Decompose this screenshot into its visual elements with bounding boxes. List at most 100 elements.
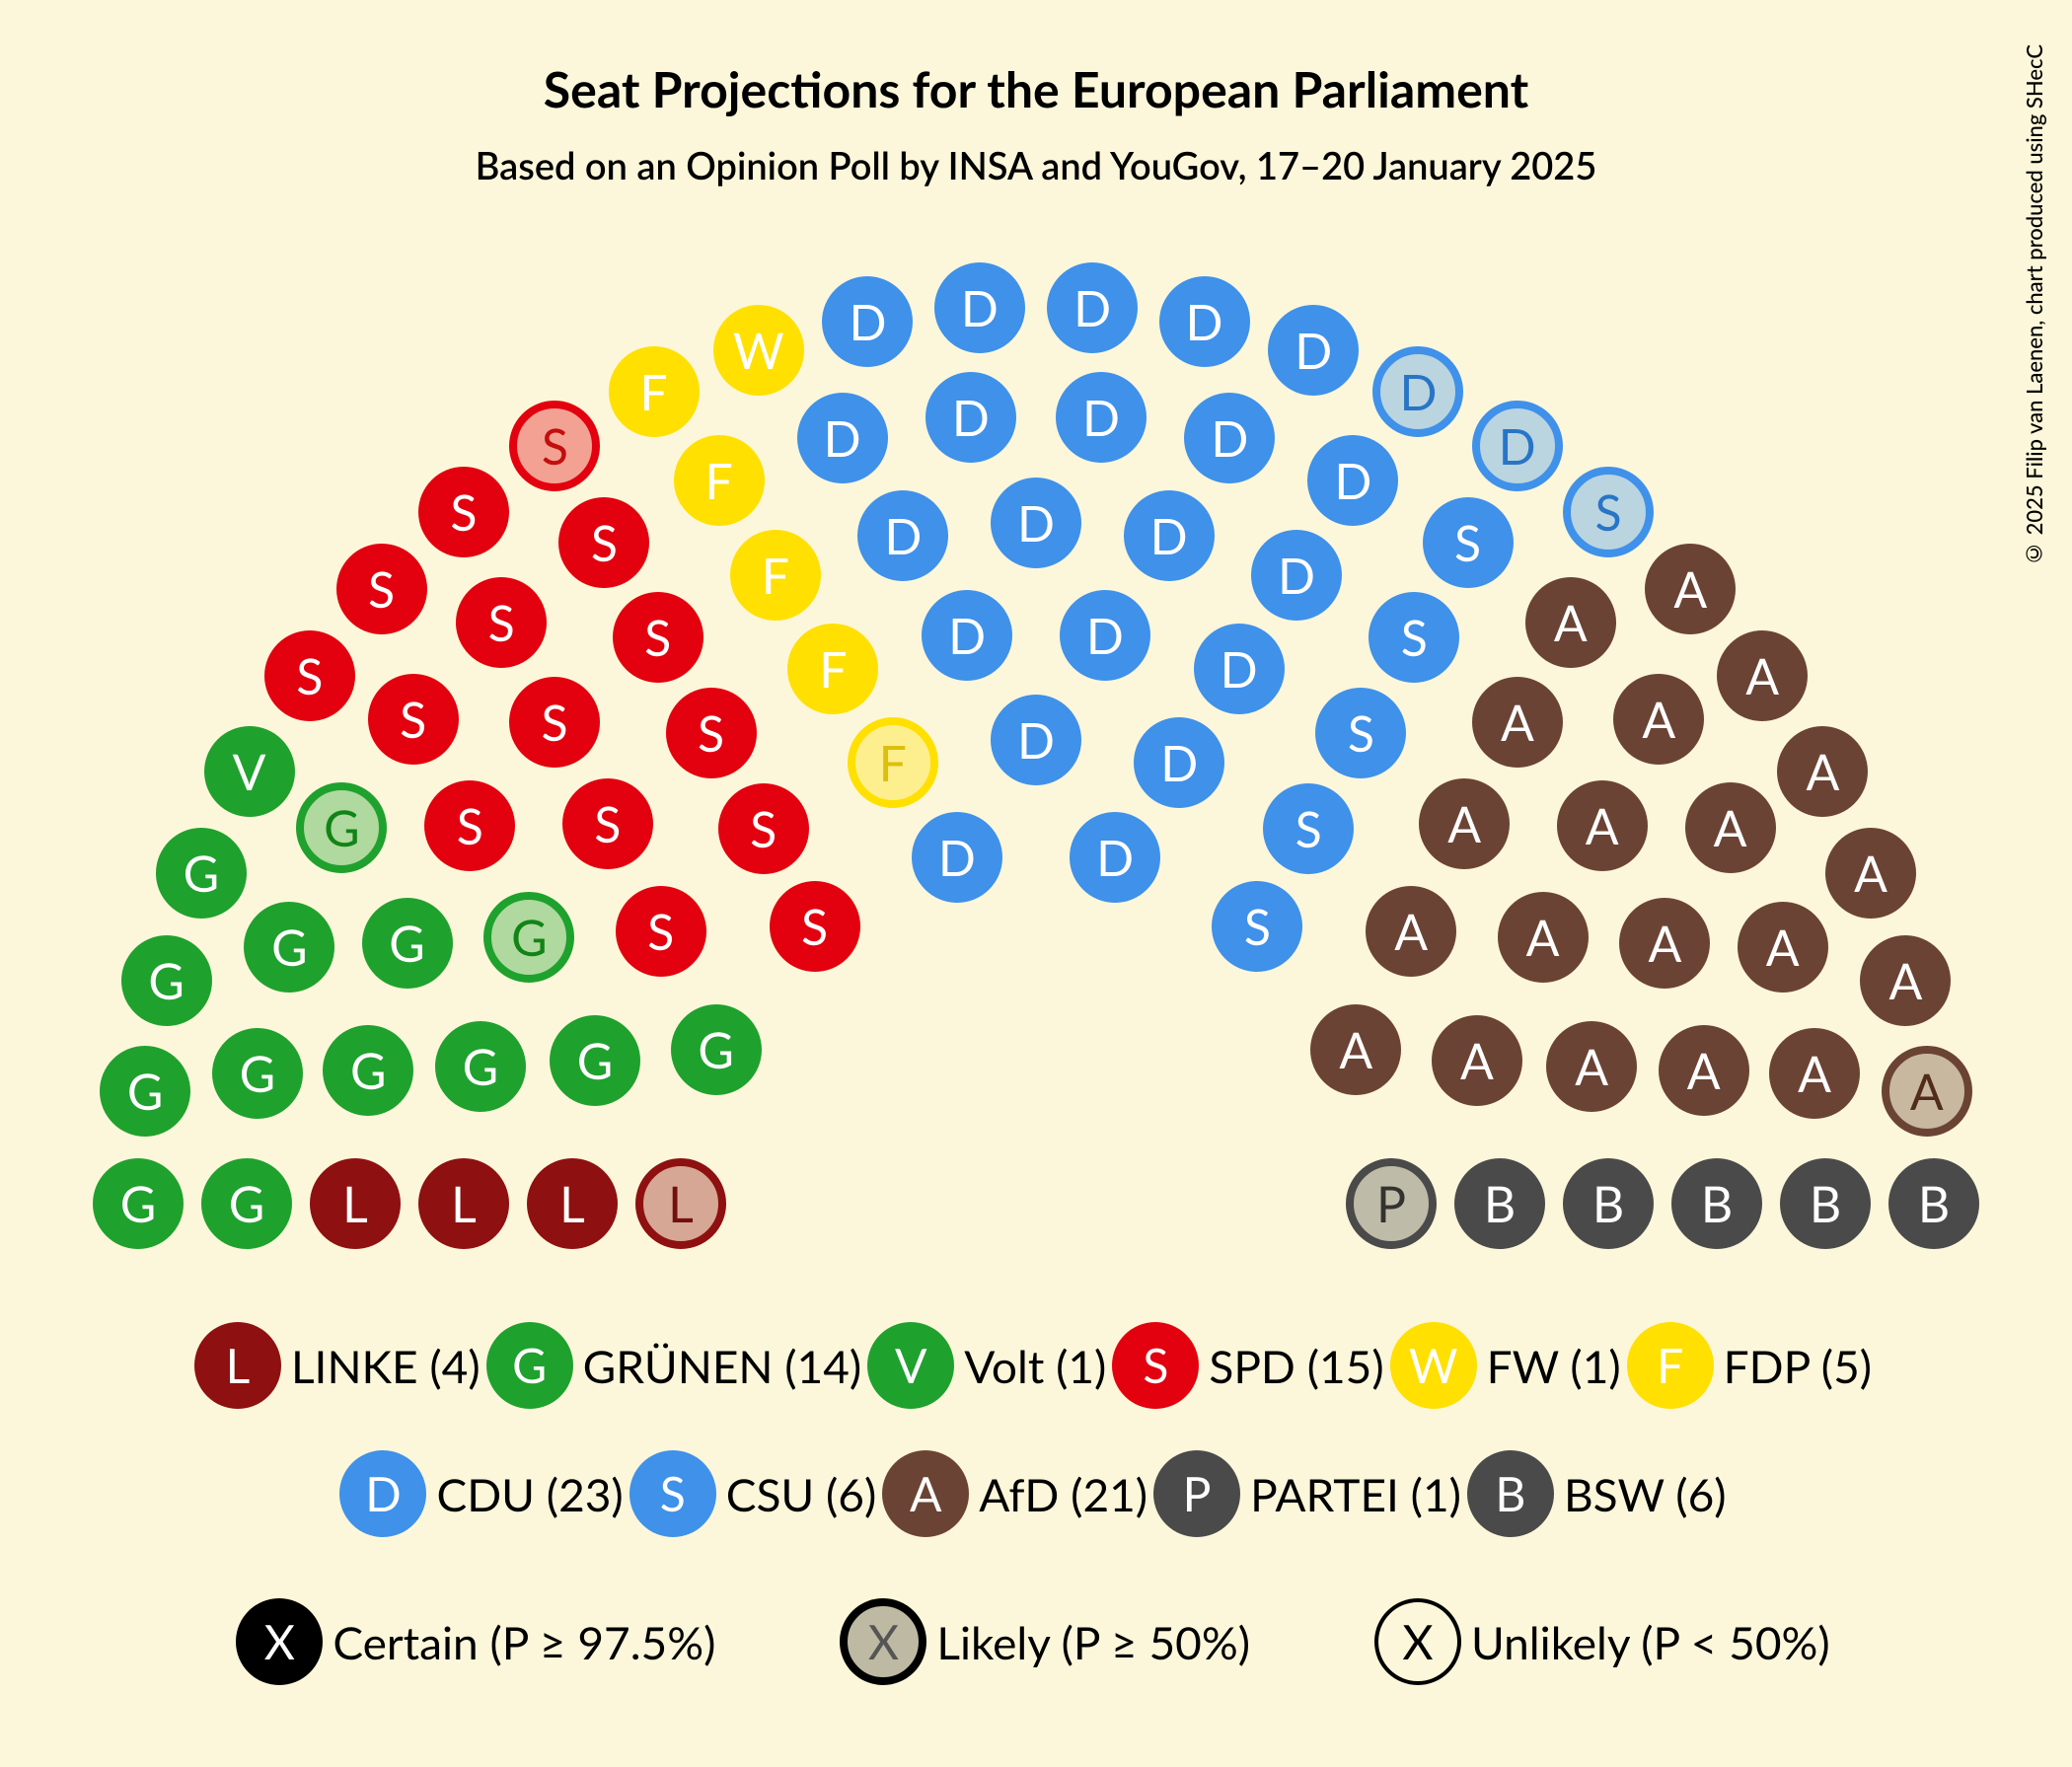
seat-spd: S <box>666 688 757 778</box>
seat-afd: A <box>1613 674 1704 765</box>
legend-item-spd-label: SPD (15) <box>1209 1339 1383 1393</box>
seat-linke: L <box>527 1158 618 1249</box>
seat-grunen: G <box>362 898 453 989</box>
seat-bsw: B <box>1454 1158 1545 1249</box>
stage: Seat Projections for the European Parlia… <box>0 0 2072 1767</box>
seat-cdu: D <box>1307 435 1398 526</box>
seat-spd: S <box>562 778 653 869</box>
hemicycle: LLLLGGGGGGGGGGGGGGVSSSSSSSSSSSSSSSFFFFFW… <box>0 207 2072 1391</box>
seat-cdu: D <box>1060 590 1150 681</box>
seat-spd: S <box>558 497 649 588</box>
legend-row-parties-1: LLINKE (4)GGRÜNEN (14)VVolt (1)SSPD (15)… <box>0 1322 2072 1409</box>
legend-item-volt: VVolt (1) <box>867 1322 1106 1409</box>
seat-cdu: D <box>1124 490 1215 581</box>
seat-spd: S <box>770 881 860 972</box>
seat-cdu: D <box>1056 372 1147 463</box>
seat-linke: L <box>310 1158 401 1249</box>
seat-linke: L <box>418 1158 509 1249</box>
legend-item-cdu: DCDU (23) <box>339 1450 623 1537</box>
chart-title: Seat Projections for the European Parlia… <box>0 59 2072 118</box>
seat-grunen: G <box>100 1046 190 1137</box>
seat-cdu: D <box>797 393 888 483</box>
seat-fdp: F <box>787 624 878 714</box>
seat-fdp: F <box>848 717 938 808</box>
seat-cdu: D <box>1472 401 1563 491</box>
seat-bsw: B <box>1671 1158 1762 1249</box>
legend-item-likely: XLikely (P ≥ 50%) <box>840 1598 1250 1685</box>
legend-item-csu-label: CSU (6) <box>726 1467 877 1521</box>
seat-grunen: G <box>671 1004 762 1095</box>
seat-afd: A <box>1557 780 1648 871</box>
seat-afd: A <box>1419 778 1510 869</box>
seat-cdu: D <box>1268 305 1359 396</box>
seat-afd: A <box>1769 1028 1860 1119</box>
seat-afd: A <box>1882 1046 1972 1137</box>
legend-row-parties-2: DCDU (23)SCSU (6)AAfD (21)PPARTEI (1)BBS… <box>0 1450 2072 1537</box>
seat-cdu: D <box>934 262 1025 353</box>
seat-cdu: D <box>1372 346 1463 437</box>
legend-item-linke-label: LINKE (4) <box>291 1339 481 1393</box>
seat-csu: S <box>1563 467 1654 557</box>
seat-afd: A <box>1645 544 1736 634</box>
seat-afd: A <box>1685 782 1776 873</box>
seat-cdu: D <box>1047 262 1138 353</box>
seat-cdu: D <box>1184 393 1275 483</box>
legend-item-fdp-label: FDP (5) <box>1724 1339 1872 1393</box>
seat-bsw: B <box>1888 1158 1979 1249</box>
legend-swatch-partei: P <box>1153 1450 1240 1537</box>
legend-item-likely-label: Likely (P ≥ 50%) <box>936 1615 1250 1669</box>
seat-cdu: D <box>1070 812 1160 903</box>
seat-afd: A <box>1777 726 1868 817</box>
seat-partei: P <box>1346 1158 1437 1249</box>
seat-grunen: G <box>435 1021 526 1112</box>
seat-spd: S <box>368 674 459 765</box>
legend-item-afd: AAfD (21) <box>882 1450 1147 1537</box>
seat-grunen: G <box>550 1015 640 1106</box>
seat-spd: S <box>509 677 600 768</box>
seat-fdp: F <box>730 530 821 621</box>
legend-item-bsw: BBSW (6) <box>1467 1450 1727 1537</box>
seat-afd: A <box>1472 677 1563 768</box>
seat-fw: W <box>713 305 804 396</box>
seat-afd: A <box>1546 1021 1637 1112</box>
seat-csu: S <box>1212 881 1302 972</box>
seat-cdu: D <box>912 812 1002 903</box>
legend-swatch-fw: W <box>1390 1322 1477 1409</box>
legend-item-certain-label: Certain (P ≥ 97.5%) <box>333 1615 715 1669</box>
legend-item-unlikely: XUnlikely (P < 50%) <box>1374 1598 1830 1685</box>
legend-item-fw-label: FW (1) <box>1487 1339 1621 1393</box>
seat-spd: S <box>336 544 427 634</box>
seat-cdu: D <box>991 478 1081 568</box>
legend-item-unlikely-label: Unlikely (P < 50%) <box>1471 1615 1830 1669</box>
seat-spd: S <box>264 630 355 721</box>
seat-afd: A <box>1498 892 1589 983</box>
seat-spd: S <box>616 886 706 977</box>
legend-item-fw: WFW (1) <box>1390 1322 1621 1409</box>
seat-afd: A <box>1659 1025 1749 1116</box>
seat-cdu: D <box>1159 276 1250 367</box>
seat-fdp: F <box>674 435 765 526</box>
legend-item-grunen-label: GRÜNEN (14) <box>583 1339 862 1393</box>
seat-afd: A <box>1860 935 1951 1026</box>
seat-grunen: G <box>244 902 334 993</box>
legend-item-fdp: FFDP (5) <box>1627 1322 1872 1409</box>
legend-swatch-fdp: F <box>1627 1322 1714 1409</box>
legend-item-afd-label: AfD (21) <box>979 1467 1147 1521</box>
legend-item-certain: XCertain (P ≥ 97.5%) <box>236 1598 715 1685</box>
seat-bsw: B <box>1563 1158 1654 1249</box>
seat-afd: A <box>1310 1004 1401 1095</box>
legend-item-csu: SCSU (6) <box>629 1450 877 1537</box>
legend-swatch-grunen: G <box>486 1322 573 1409</box>
legend-swatch-linke: L <box>194 1322 281 1409</box>
seat-cdu: D <box>1251 530 1342 621</box>
chart-subtitle: Based on an Opinion Poll by INSA and You… <box>0 143 2072 188</box>
seat-afd: A <box>1432 1015 1522 1106</box>
seat-afd: A <box>1366 886 1456 977</box>
seat-cdu: D <box>857 490 948 581</box>
legend-item-linke: LLINKE (4) <box>194 1322 481 1409</box>
seat-cdu: D <box>922 590 1012 681</box>
legend-item-partei: PPARTEI (1) <box>1153 1450 1461 1537</box>
seat-cdu: D <box>925 372 1016 463</box>
seat-spd: S <box>718 783 809 874</box>
seat-spd: S <box>424 780 515 871</box>
